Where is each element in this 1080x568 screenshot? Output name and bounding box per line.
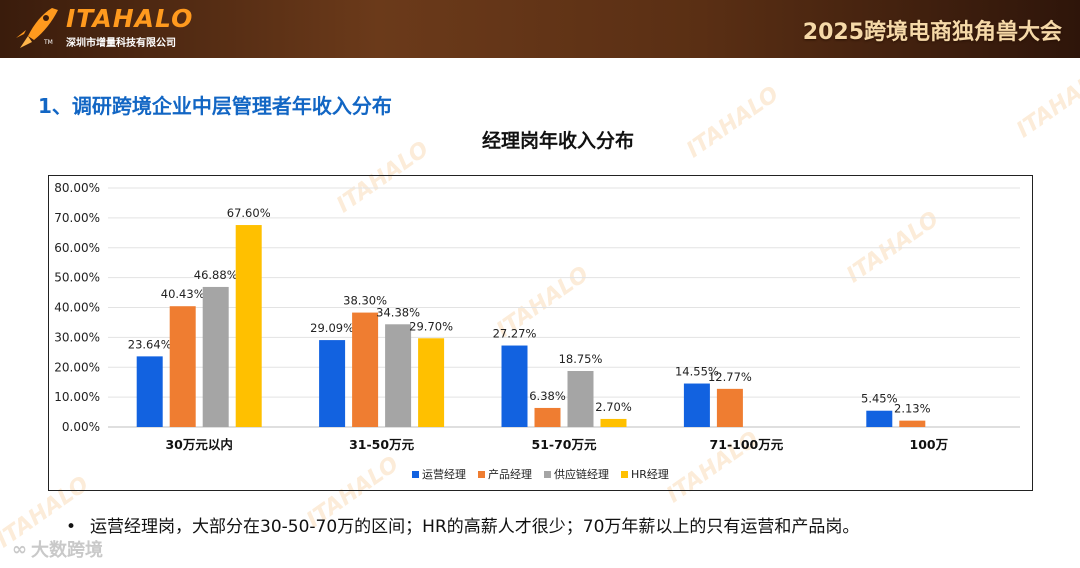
rocket-icon <box>16 8 58 48</box>
x-tick-label: 71-100万元 <box>710 437 784 452</box>
bar <box>385 324 412 427</box>
bar <box>418 338 445 427</box>
bar <box>899 420 926 427</box>
y-tick-label: 0.00% <box>62 420 100 434</box>
legend-item-product: 产品经理 <box>478 466 532 482</box>
bar <box>716 388 743 427</box>
data-label: 18.75% <box>559 352 603 366</box>
chart-title: 经理岗年收入分布 <box>481 130 634 152</box>
data-label: 38.30% <box>343 294 387 308</box>
legend-item-ops: 运营经理 <box>412 466 466 482</box>
data-label: 67.60% <box>227 206 271 220</box>
section-title: 1、调研跨境企业中层管理者年收入分布 <box>38 94 392 118</box>
data-label: 2.13% <box>894 402 931 416</box>
data-label: 14.55% <box>675 365 719 379</box>
x-tick-label: 30万元以内 <box>165 437 232 452</box>
data-label: 6.38% <box>529 389 566 403</box>
y-tick-label: 30.00% <box>54 330 100 344</box>
y-tick-label: 10.00% <box>54 390 100 404</box>
y-tick-label: 50.00% <box>54 271 100 285</box>
y-tick-label: 20.00% <box>54 360 100 374</box>
legend-swatch <box>412 470 419 478</box>
bar <box>501 345 528 427</box>
footer-brand: ∞ 大数跨境 <box>12 536 103 562</box>
x-tick-label: 100万 <box>910 437 949 452</box>
legend-label: 供应链经理 <box>554 468 609 481</box>
y-tick-label: 70.00% <box>54 211 100 225</box>
summary-note: • 运营经理岗，大部分在30-50-70万的区间；HR的高薪人才很少；70万年薪以… <box>66 512 859 537</box>
y-tick-label: 80.00% <box>54 181 100 195</box>
data-label: 5.45% <box>861 392 898 406</box>
summary-text: 运营经理岗，大部分在30-50-70万的区间；HR的高薪人才很少；70万年薪以上… <box>90 517 860 537</box>
legend-label: HR经理 <box>631 468 669 481</box>
bar <box>202 286 229 427</box>
y-tick-label: 60.00% <box>54 241 100 255</box>
data-label: 2.70% <box>595 400 632 414</box>
chart-frame <box>48 175 1033 491</box>
bar <box>319 340 346 427</box>
legend-swatch <box>621 470 628 478</box>
legend-swatch <box>478 470 485 478</box>
data-label: 29.09% <box>310 321 354 335</box>
data-label: 23.64% <box>128 337 172 351</box>
legend-swatch <box>544 470 551 478</box>
data-label: 27.27% <box>493 327 537 341</box>
trademark-mark: TM <box>44 39 53 46</box>
bar <box>866 410 893 427</box>
legend-item-supply: 供应链经理 <box>544 466 609 482</box>
chart-legend: 运营经理 产品经理 供应链经理 HR经理 <box>412 466 669 482</box>
bar <box>567 370 594 427</box>
logo-text: ITAHALO <box>66 4 194 33</box>
x-tick-label: 31-50万元 <box>349 437 414 452</box>
bar <box>600 418 627 427</box>
footer-brand-text: 大数跨境 <box>31 540 103 561</box>
bar <box>136 356 163 427</box>
legend-label: 运营经理 <box>422 468 466 481</box>
legend-label: 产品经理 <box>488 468 532 481</box>
bar <box>169 306 196 427</box>
legend-item-hr: HR经理 <box>621 466 669 482</box>
data-label: 46.88% <box>194 268 238 282</box>
x-tick-label: 51-70万元 <box>532 437 597 452</box>
y-tick-label: 40.00% <box>54 301 100 315</box>
data-label: 12.77% <box>708 370 752 384</box>
data-label: 40.43% <box>161 287 205 301</box>
data-label: 34.38% <box>376 305 420 319</box>
bar <box>235 225 262 427</box>
bar <box>534 407 561 427</box>
event-title: 2025跨境电商独角兽大会 <box>802 20 1062 45</box>
bar <box>683 383 710 427</box>
brand-logo-icon: ∞ <box>12 538 27 560</box>
logo-subtitle: 深圳市增量科技有限公司 <box>66 38 176 49</box>
bar <box>352 312 379 427</box>
data-label: 29.70% <box>409 319 453 333</box>
header-bar: TM ITAHALO 深圳市增量科技有限公司 2025跨境电商独角兽大会 <box>0 0 1080 58</box>
bullet-icon: • <box>66 517 77 537</box>
